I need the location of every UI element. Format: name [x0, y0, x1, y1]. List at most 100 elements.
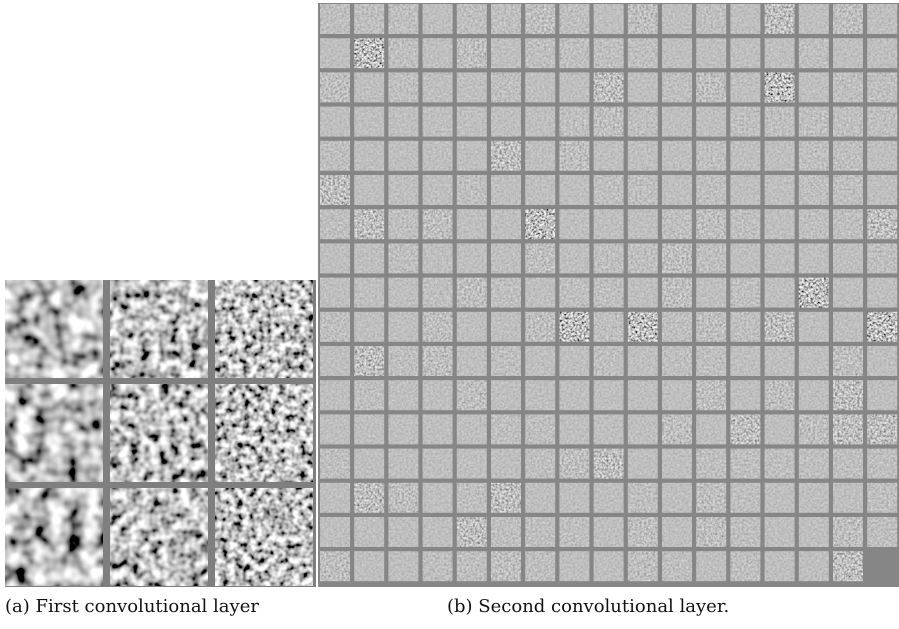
filter-tile	[593, 72, 624, 103]
filter-tile	[422, 175, 453, 205]
filter-tile	[627, 38, 658, 69]
filter-tile	[525, 243, 556, 274]
filter-tile	[422, 380, 453, 411]
filter-tile	[456, 414, 487, 445]
filter-tile	[696, 380, 727, 411]
filter-tile	[730, 106, 761, 137]
filter-tile	[593, 4, 624, 34]
filter-tile	[593, 448, 624, 479]
filter-tile	[764, 209, 795, 240]
filter-tile	[456, 38, 487, 69]
filter-tile	[320, 448, 350, 479]
filter-tile	[593, 209, 624, 240]
filter-tile	[456, 517, 487, 547]
filter-tile	[422, 414, 453, 445]
filter-tile	[525, 38, 556, 69]
filter-tile	[354, 243, 385, 274]
filter-tile	[662, 209, 692, 240]
filter-tile	[525, 346, 556, 376]
filter-tile	[525, 140, 556, 171]
filter-tile	[456, 140, 487, 171]
filter-tile	[422, 448, 453, 479]
filter-tile	[559, 4, 590, 34]
filter-tile	[764, 414, 795, 445]
filter-tile	[388, 140, 419, 171]
filter-tile	[764, 243, 795, 274]
filter-tile	[388, 448, 419, 479]
filter-tile	[593, 517, 624, 547]
filter-tile	[525, 380, 556, 411]
filter-tile	[525, 175, 556, 205]
filter-tile	[525, 209, 556, 240]
filter-tile	[354, 175, 385, 205]
filter-tile	[593, 243, 624, 274]
filter-tile	[696, 106, 727, 137]
filter-tile	[867, 346, 898, 376]
filter-tile	[491, 4, 521, 34]
filter-tile	[696, 209, 727, 240]
filter-tile	[525, 72, 556, 103]
filter-tile	[833, 72, 863, 103]
filter-tile	[388, 243, 419, 274]
filter-tile	[422, 106, 453, 137]
filter-tile	[662, 482, 692, 513]
filter-tile	[422, 38, 453, 69]
filter-tile	[491, 243, 521, 274]
filter-tile	[833, 175, 863, 205]
filter-tile	[593, 346, 624, 376]
filter-tile	[730, 243, 761, 274]
filter-tile	[696, 243, 727, 274]
filter-tile	[764, 448, 795, 479]
filter-tile	[456, 380, 487, 411]
filter-tile	[354, 448, 385, 479]
filter-tile	[559, 517, 590, 547]
filter-tile	[354, 380, 385, 411]
filter-tile	[696, 414, 727, 445]
filter-tile	[456, 551, 487, 582]
filter-tile	[456, 277, 487, 308]
filter-tile	[833, 551, 863, 582]
filter-tile	[491, 72, 521, 103]
filter-tile	[354, 346, 385, 376]
filter-tile	[593, 311, 624, 342]
filter-tile	[833, 414, 863, 445]
filter-tile	[627, 277, 658, 308]
filter-tile	[491, 209, 521, 240]
filter-tile	[867, 277, 898, 308]
filter-tile	[798, 346, 829, 376]
filter-tile	[491, 346, 521, 376]
filter-tile	[320, 175, 350, 205]
filter-tile	[5, 280, 103, 378]
filter-tile	[320, 72, 350, 103]
filter-tile	[662, 414, 692, 445]
filter-tile	[593, 175, 624, 205]
filter-tile	[388, 551, 419, 582]
filter-tile	[320, 551, 350, 582]
filter-tile	[456, 243, 487, 274]
filter-tile	[354, 106, 385, 137]
filter-tile	[696, 551, 727, 582]
filter-tile	[320, 517, 350, 547]
filter-tile	[627, 346, 658, 376]
filter-tile	[764, 311, 795, 342]
filter-tile	[627, 448, 658, 479]
filter-tile	[354, 72, 385, 103]
filter-tile	[662, 380, 692, 411]
filter-tile	[730, 209, 761, 240]
filter-tile	[730, 414, 761, 445]
filter-tile	[696, 175, 727, 205]
filter-tile	[456, 448, 487, 479]
filter-tile	[764, 551, 795, 582]
filter-tile	[525, 4, 556, 34]
filter-tile	[491, 482, 521, 513]
filter-tile	[764, 4, 795, 34]
filter-tile	[593, 106, 624, 137]
filter-tile	[833, 380, 863, 411]
filter-tile	[627, 414, 658, 445]
filter-tile	[696, 517, 727, 547]
filter-tile	[798, 517, 829, 547]
filter-tile	[833, 311, 863, 342]
filter-tile	[833, 38, 863, 69]
filter-tile	[559, 311, 590, 342]
filter-tile	[833, 106, 863, 137]
